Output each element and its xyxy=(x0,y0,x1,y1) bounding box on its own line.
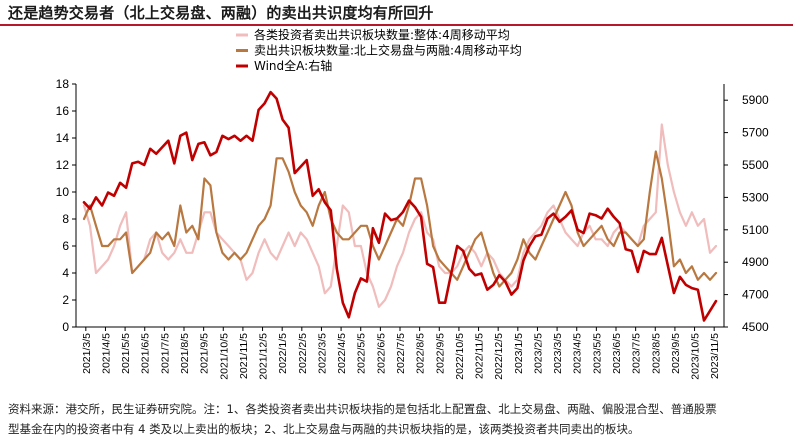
series-all-investors-line xyxy=(82,123,718,308)
left-tick-label: 16 xyxy=(56,104,70,118)
title-rule xyxy=(0,24,793,26)
legend-label: Wind全A:右轴 xyxy=(254,58,332,73)
left-tick-label: 2 xyxy=(62,293,69,307)
x-tick-label: 2021/6/5 xyxy=(140,333,152,374)
x-tick-label: 2023/8/5 xyxy=(650,333,662,374)
x-tick-label: 2023/9/5 xyxy=(670,333,682,374)
left-tick-label: 12 xyxy=(56,158,70,172)
series-northbound-margin-line xyxy=(82,150,718,288)
right-tick-label: 4500 xyxy=(742,320,769,334)
x-tick-label: 2021/10/5 xyxy=(218,333,230,380)
chart-axes: 0 2 4 6 8 10 12 14 16 18 4500 4700 4900 5100 5300 5500 5… xyxy=(56,77,769,380)
left-tick-label: 0 xyxy=(62,320,69,334)
right-tick-label: 4700 xyxy=(742,288,769,302)
x-tick-label: 2022/3/5 xyxy=(316,333,328,374)
legend-label: 卖出共识板块数量:北上交易盘与两融:4周移动平均 xyxy=(254,43,522,58)
left-tick-label: 10 xyxy=(56,185,70,199)
x-tick-label: 2023/10/5 xyxy=(690,333,702,380)
left-tick-label: 8 xyxy=(62,212,69,226)
right-tick-label: 5100 xyxy=(742,223,769,237)
x-tick-label: 2022/12/5 xyxy=(493,333,505,380)
chart-title: 还是趋势交易者（北上交易盘、两融）的卖出共识度均有所回升 xyxy=(8,4,434,22)
left-tick-label: 14 xyxy=(56,131,70,145)
x-tick-label: 2022/7/5 xyxy=(395,333,407,374)
line-chart: 0 2 4 6 8 10 12 14 16 18 4500 4700 4900 5100 5300 5500 5… xyxy=(56,27,769,380)
x-tick-label: 2021/3/5 xyxy=(81,333,93,374)
right-tick-label: 5900 xyxy=(742,93,769,107)
x-tick-label: 2023/2/5 xyxy=(532,333,544,374)
x-tick-label: 2022/9/5 xyxy=(434,333,446,374)
source-note-line-1: 资料来源：港交所，民生证券研究院。注：1、各类投资者卖出共识板块指的是包括北上配… xyxy=(8,402,717,416)
x-tick-label: 2021/7/5 xyxy=(159,333,171,374)
x-tick-label: 2021/11/5 xyxy=(238,333,250,379)
x-tick-label: 2023/11/5 xyxy=(709,333,721,379)
right-tick-label: 5500 xyxy=(742,158,769,172)
x-tick-label: 2023/3/5 xyxy=(552,333,564,374)
x-tick-label: 2023/7/5 xyxy=(631,333,643,374)
x-tick-label: 2022/6/5 xyxy=(375,333,387,374)
x-tick-label: 2021/9/5 xyxy=(199,333,211,374)
x-tick-label: 2022/8/5 xyxy=(415,333,427,374)
series-wind-all-a-line xyxy=(82,90,718,322)
source-note-line-2: 型基金在内的投资者中有 4 类及以上卖出的板块；2、北上交易盘与两融的共识板块指… xyxy=(8,422,640,436)
left-tick-label: 18 xyxy=(56,77,70,91)
legend-label: 各类投资者卖出共识板块数量:整体:4周移动平均 xyxy=(254,27,510,42)
x-tick-label: 2021/12/5 xyxy=(258,333,270,380)
chart-legend: 各类投资者卖出共识板块数量:整体:4周移动平均卖出共识板块数量:北上交易盘与两融… xyxy=(236,27,522,73)
x-tick-label: 2022/5/5 xyxy=(356,333,368,374)
left-tick-label: 4 xyxy=(62,266,69,280)
x-tick-label: 2021/4/5 xyxy=(100,333,112,374)
right-tick-label: 5700 xyxy=(742,126,769,140)
x-tick-label: 2021/5/5 xyxy=(120,333,132,374)
x-tick-label: 2023/5/5 xyxy=(591,333,603,374)
x-tick-label: 2022/1/5 xyxy=(277,333,289,374)
right-tick-label: 4900 xyxy=(742,255,769,269)
x-tick-label: 2022/11/5 xyxy=(474,333,486,379)
x-tick-label: 2023/4/5 xyxy=(572,333,584,374)
x-tick-label: 2022/2/5 xyxy=(297,333,309,374)
x-tick-label: 2023/6/5 xyxy=(611,333,623,374)
x-tick-label: 2022/4/5 xyxy=(336,333,348,374)
right-tick-label: 5300 xyxy=(742,190,769,204)
left-tick-label: 6 xyxy=(62,239,69,253)
series-layer xyxy=(82,90,718,322)
x-tick-label: 2022/10/5 xyxy=(454,333,466,380)
x-tick-label: 2021/8/5 xyxy=(179,333,191,374)
x-tick-label: 2023/1/5 xyxy=(513,333,525,374)
